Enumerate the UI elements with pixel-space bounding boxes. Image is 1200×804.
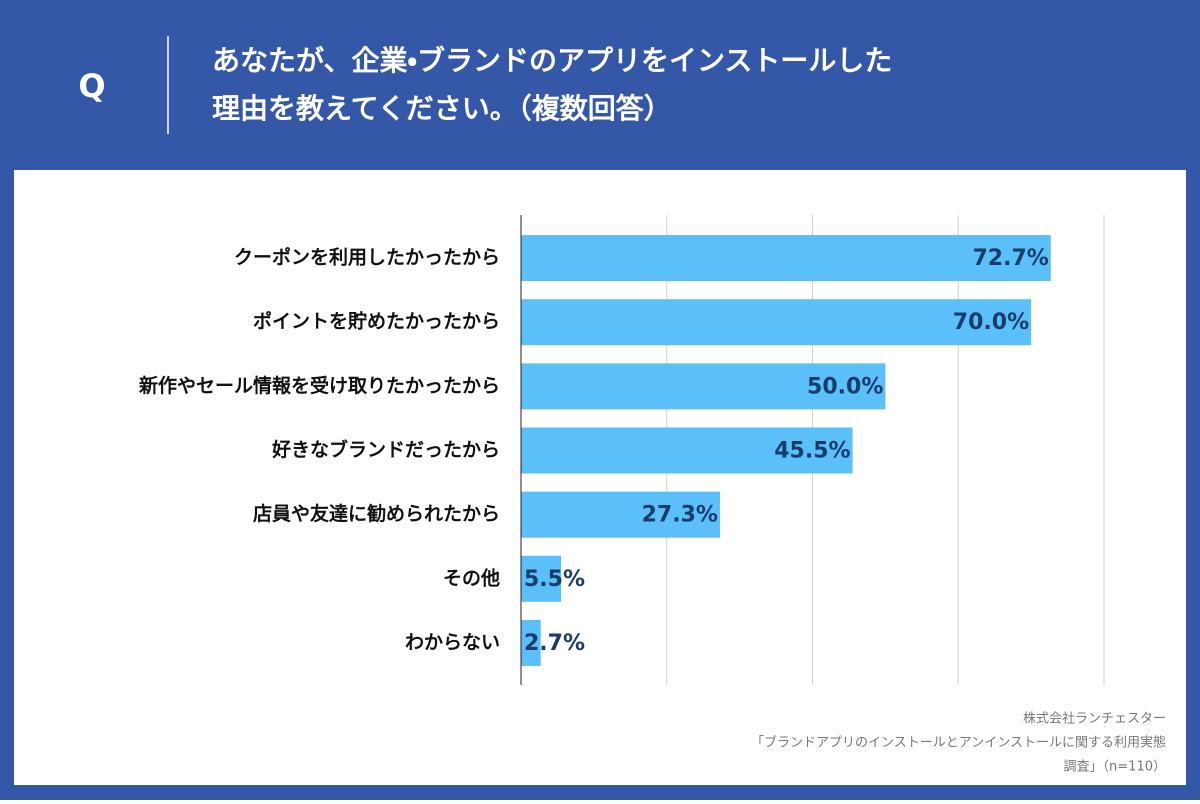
category-label: クーポンを利用したかったから xyxy=(234,246,500,269)
value-label: 2.7% xyxy=(524,631,585,656)
value-label: 50.0% xyxy=(807,374,883,399)
bar xyxy=(521,235,1051,282)
title-line: あなたが、企業・ブランドのアプリをインストールした xyxy=(212,44,892,77)
bar xyxy=(521,363,886,410)
bar xyxy=(521,555,562,602)
source-line: 「ブランドアプリのインストールとアンインストールに関する利用実態 xyxy=(751,735,1166,751)
category-label: 好きなブランドだったから xyxy=(272,438,500,461)
value-label: 5.5% xyxy=(524,567,585,592)
category-label: 店員や友達に勧められたから xyxy=(253,502,500,525)
value-label: 45.5% xyxy=(774,439,850,464)
bar xyxy=(521,427,853,474)
source-line: 調査」（n=110） xyxy=(1064,760,1166,775)
category-label: 新作やセール情報を受け取りたかったから xyxy=(138,374,500,397)
bar xyxy=(521,491,720,538)
category-label: わからない xyxy=(405,631,500,653)
value-label: 27.3% xyxy=(642,503,718,528)
bar xyxy=(521,299,1032,346)
source-line: 株式会社ランチェスター xyxy=(1023,712,1166,727)
value-label: 70.0% xyxy=(953,310,1029,335)
title-line: 理由を教えてください。（複数回答） xyxy=(212,92,672,125)
value-label: 72.7% xyxy=(972,246,1048,271)
bar xyxy=(521,619,541,666)
q-mark: Q xyxy=(78,67,105,105)
category-label: その他 xyxy=(443,566,500,589)
category-label: ポイントを貯めたかったから xyxy=(253,310,500,333)
